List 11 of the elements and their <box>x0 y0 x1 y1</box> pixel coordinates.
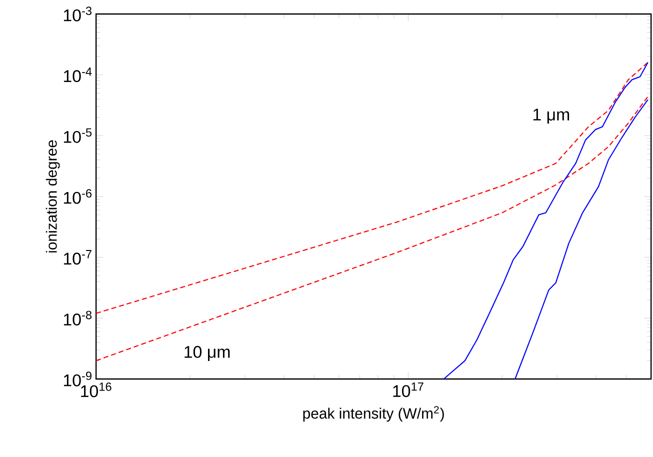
x-axis-title: peak intensity (W/m$^{2}$) <box>303 406 444 422</box>
annotation: 10 μm <box>184 346 230 361</box>
y-tick-label: 10$^{-8}$ <box>64 310 92 326</box>
y-tick-label: 10$^{-7}$ <box>64 250 92 265</box>
x-tick-label: 10$^{17}$ <box>393 382 424 398</box>
y-tick-label: 10$^{-3}$ <box>64 6 92 22</box>
y-axis-title: ionization degree <box>46 140 60 252</box>
annotation: 1 μm <box>533 108 570 124</box>
y-tick-label: 10$^{-5}$ <box>64 128 92 143</box>
y-tick-label: 10$^{-6}$ <box>64 189 92 204</box>
y-tick-label: 10$^{-4}$ <box>64 68 92 82</box>
